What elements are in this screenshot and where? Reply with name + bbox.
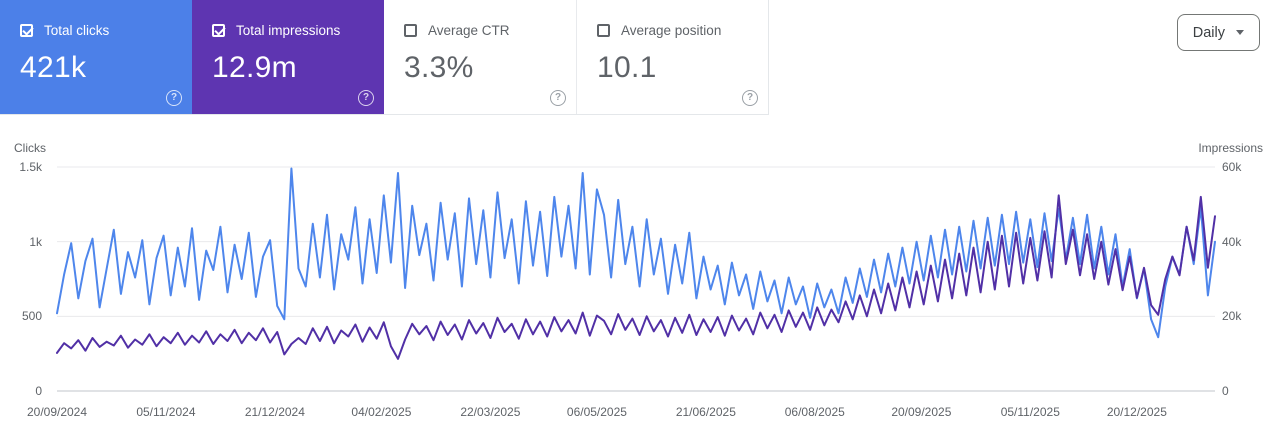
y-tick-label-impressions: 0 [1222,384,1229,398]
x-tick-label: 04/02/2025 [351,405,412,419]
series-line-clicks[interactable] [56,167,1216,339]
chevron-down-icon [1236,30,1244,35]
chart-canvas[interactable] [0,140,1280,448]
left-axis-title: Clicks [14,141,46,155]
y-tick-label-clicks: 0 [35,384,42,398]
y-tick-label-clicks: 500 [21,309,42,324]
checkbox-total-clicks[interactable] [20,24,33,37]
y-tick-label-clicks: 1.5k [19,160,42,174]
metric-value: 3.3% [404,51,474,84]
metric-label: Total impressions [236,23,341,38]
x-tick-label: 20/09/2025 [891,405,952,419]
y-tick-label-impressions: 20k [1222,309,1242,324]
x-tick-label: 21/06/2025 [675,405,736,419]
metric-card-average-position[interactable]: Average position 10.1 ? [576,0,768,114]
x-tick-label: 06/08/2025 [784,405,845,419]
metric-label: Average CTR [428,23,510,38]
date-granularity-dropdown[interactable]: Daily [1176,14,1260,51]
metric-value: 421k [20,51,87,84]
metric-card-total-impressions[interactable]: Total impressions 12.9m ? [192,0,384,114]
checkbox-average-ctr[interactable] [404,24,417,37]
right-axis-title: Impressions [1198,141,1263,155]
metric-card-total-clicks[interactable]: Total clicks 421k ? [0,0,192,114]
y-tick-label-clicks: 1k [29,234,42,249]
help-icon[interactable]: ? [742,90,758,106]
metric-cards-strip: Total clicks 421k ? Total impressions 12… [0,0,769,115]
series-line-impressions[interactable] [56,194,1216,360]
help-icon[interactable]: ? [358,90,374,106]
x-tick-label: 05/11/2025 [1000,405,1060,419]
checkbox-total-impressions[interactable] [212,24,225,37]
y-tick-label-impressions: 40k [1222,234,1242,249]
metric-card-average-ctr[interactable]: Average CTR 3.3% ? [384,0,576,114]
granularity-label: Daily [1192,24,1225,41]
x-tick-label: 20/12/2025 [1106,405,1167,419]
checkbox-average-position[interactable] [597,24,610,37]
metric-label: Total clicks [44,23,110,38]
x-tick-label: 20/09/2024 [26,405,88,419]
y-tick-label-impressions: 60k [1222,160,1242,174]
x-tick-label: 22/03/2025 [460,405,521,419]
metric-value: 10.1 [597,51,657,84]
x-tick-label: 05/11/2024 [136,405,196,419]
x-tick-label: 21/12/2024 [244,405,305,419]
metric-value: 12.9m [212,51,297,84]
performance-chart: Clicks Impressions 1.5k 1k 500 0 60k 40k 20k 0 2… [0,140,1280,448]
x-tick-label: 06/05/2025 [566,405,627,419]
metric-label: Average position [621,23,722,38]
help-icon[interactable]: ? [166,90,182,106]
help-icon[interactable]: ? [550,90,566,106]
